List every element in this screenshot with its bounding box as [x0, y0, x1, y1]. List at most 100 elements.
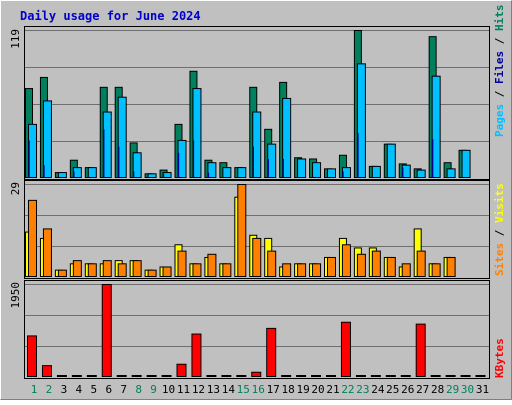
- pages-bar: [163, 173, 165, 178]
- kbytes-bar: [430, 375, 441, 377]
- kbytes-bar: [146, 375, 157, 377]
- kbytes-bar: [355, 375, 366, 377]
- day-label: 16: [252, 383, 265, 396]
- files-bar: [57, 172, 67, 178]
- day-label: 13: [207, 383, 220, 396]
- kbytes-bar: [266, 327, 277, 377]
- kbytes-bar: [236, 375, 247, 377]
- kbytes-bar: [27, 335, 37, 377]
- kbytes-bar: [116, 375, 127, 377]
- kbytes-bar: [385, 375, 396, 377]
- day-label: 3: [61, 383, 68, 396]
- day-label: 8: [135, 383, 142, 396]
- day-label: 10: [162, 383, 175, 396]
- sites-bar: [207, 253, 217, 278]
- day-label: 31: [476, 383, 489, 396]
- kbytes-bar: [101, 284, 112, 377]
- legend-visits: Visits: [493, 183, 506, 223]
- kbytes-bar: [340, 321, 351, 377]
- day-label: 30: [461, 383, 474, 396]
- pages-bar: [432, 139, 434, 178]
- legend-visits-panel: Sites / Visits: [493, 183, 506, 276]
- sites-bar: [431, 263, 441, 277]
- files-bar: [371, 165, 381, 179]
- files-bar: [117, 96, 127, 178]
- files-bar: [87, 167, 97, 178]
- day-label: 2: [46, 383, 53, 396]
- kbytes-bar: [56, 375, 67, 377]
- legend-hits: Hits: [493, 5, 506, 32]
- day-label: 6: [105, 383, 112, 396]
- sites-bar: [192, 263, 202, 277]
- kbytes-bar: [86, 375, 97, 377]
- legend-kbytes: KBytes: [493, 338, 506, 378]
- files-bar: [147, 173, 157, 178]
- day-label: 29: [446, 383, 459, 396]
- kbytes-bar: [191, 333, 202, 377]
- pages-bar: [118, 146, 120, 178]
- sites-bar: [327, 256, 336, 277]
- files-bar: [461, 149, 471, 179]
- sites-bar: [312, 263, 322, 277]
- files-bar: [207, 162, 217, 178]
- bars-layer: [25, 30, 486, 378]
- kbytes-bar: [445, 375, 456, 377]
- kbytes-bar: [161, 375, 172, 377]
- day-label: 28: [431, 383, 444, 396]
- pages-bar: [207, 172, 210, 178]
- files-bar: [356, 63, 366, 178]
- legend-sep-3: /: [493, 229, 506, 236]
- pages-bar: [133, 171, 135, 178]
- sites-bar: [177, 250, 187, 278]
- day-label: 15: [237, 383, 250, 396]
- day-label: 27: [416, 383, 429, 396]
- day-label: 24: [371, 383, 385, 396]
- day-label: 20: [311, 383, 324, 396]
- legend-files: Files: [493, 51, 506, 84]
- files-bar: [312, 162, 322, 178]
- day-label: 14: [222, 383, 236, 396]
- pages-bar: [178, 152, 180, 178]
- files-bar: [297, 158, 307, 178]
- pages-bar: [252, 146, 254, 178]
- files-bar: [42, 100, 52, 178]
- files-bar: [192, 88, 202, 178]
- pages-bar: [192, 140, 195, 178]
- kbytes-bar: [326, 375, 336, 377]
- kbytes-bar: [131, 375, 142, 377]
- day-label: 17: [267, 383, 280, 396]
- sites-bar: [102, 260, 112, 278]
- pages-bar: [402, 167, 404, 178]
- sites-bar: [267, 250, 277, 278]
- sites-bar: [416, 250, 426, 278]
- kbytes-bar: [221, 375, 232, 377]
- kbytes-bar: [281, 375, 292, 377]
- day-label: 7: [120, 383, 127, 396]
- files-bar: [446, 168, 456, 178]
- ymax-label-kbytes: 1950: [9, 282, 22, 309]
- sites-bar: [252, 237, 262, 277]
- day-label: 22: [341, 383, 354, 396]
- sites-bar: [117, 263, 127, 277]
- files-bar: [282, 97, 292, 178]
- day-label: 26: [401, 383, 414, 396]
- sites-bar: [341, 244, 351, 278]
- files-bar: [327, 168, 336, 178]
- sites-bar: [371, 250, 381, 278]
- pages-bar: [103, 129, 105, 178]
- pages-bar: [28, 140, 30, 178]
- chart-title: Daily usage for June 2024: [20, 9, 201, 23]
- day-label: 25: [386, 383, 399, 396]
- kbytes-bar: [460, 375, 471, 377]
- legend-sep-2: /: [493, 37, 506, 44]
- files-bar: [386, 143, 396, 179]
- legend-hits-panel: Pages / Files / Hits: [493, 5, 506, 138]
- ymax-label-hits: 119: [9, 29, 22, 49]
- pages-bar: [43, 165, 45, 178]
- kbytes-bar: [296, 375, 307, 377]
- day-label: 9: [150, 383, 157, 396]
- sites-bar: [57, 269, 67, 278]
- ymax-label-visits: 29: [9, 182, 22, 195]
- kbytes-bar: [415, 323, 426, 377]
